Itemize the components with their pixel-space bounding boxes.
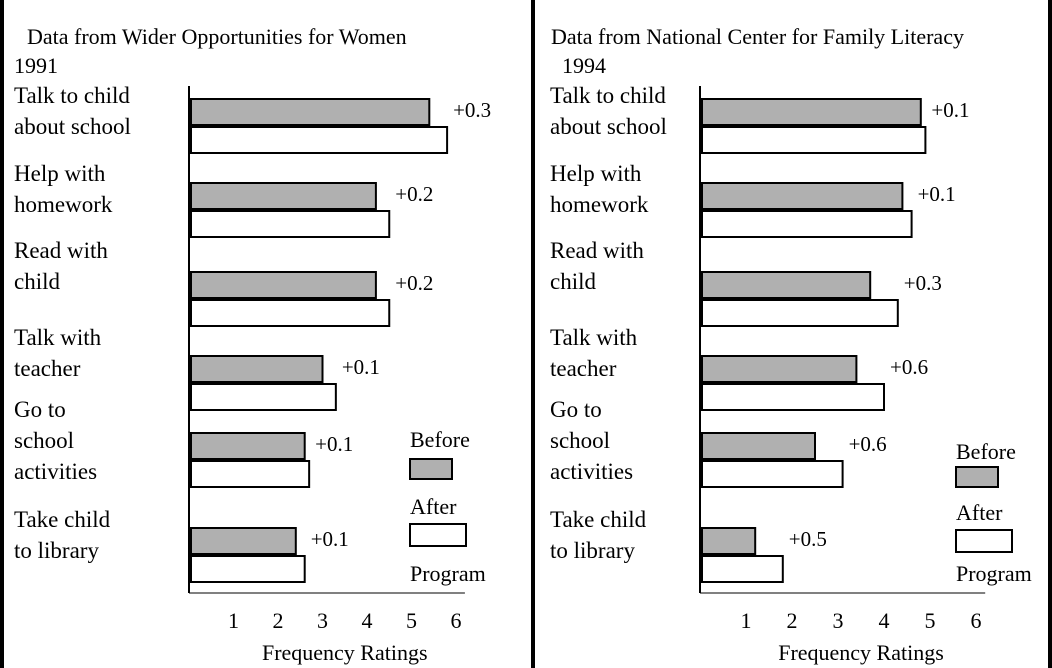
category-label: Take child bbox=[14, 507, 111, 532]
category-label: activities bbox=[14, 459, 97, 484]
change-annotation: +0.6 bbox=[890, 355, 928, 379]
chart-svg: Data from Wider Opportunities for Women 1… bbox=[14, 24, 491, 665]
x-tick-label: 1 bbox=[741, 608, 752, 633]
change-annotation: +0.3 bbox=[453, 98, 491, 122]
bar-after bbox=[190, 210, 391, 238]
bar-after bbox=[701, 126, 927, 154]
bar-after bbox=[701, 383, 885, 411]
legend-label-program: Program bbox=[410, 561, 486, 586]
change-annotation: +0.1 bbox=[918, 182, 956, 206]
change-annotation: +0.1 bbox=[315, 432, 353, 456]
bar-after bbox=[190, 555, 306, 583]
panel-border-right bbox=[1048, 0, 1052, 668]
bar-after bbox=[190, 299, 391, 327]
category-label: Go to bbox=[550, 397, 602, 422]
legend-label-after: After bbox=[410, 494, 457, 519]
x-tick-label: 3 bbox=[833, 608, 844, 633]
category-label: child bbox=[550, 269, 596, 294]
panel-divider bbox=[531, 0, 535, 668]
category-label: teacher bbox=[14, 356, 81, 381]
x-tick-label: 5 bbox=[406, 608, 417, 633]
bar-before bbox=[701, 98, 922, 126]
category-label: Talk to child bbox=[14, 83, 130, 108]
bar-after bbox=[190, 460, 311, 488]
bar-before bbox=[701, 432, 816, 460]
bar-before bbox=[190, 182, 377, 210]
bar-before bbox=[701, 271, 872, 299]
category-label: homework bbox=[550, 192, 649, 217]
legend-label-before: Before bbox=[410, 427, 470, 452]
bar-after bbox=[190, 383, 337, 411]
chart-panel-ncfl-1994: Data from National Center for Family Lit… bbox=[526, 0, 1052, 668]
category-label: Talk with bbox=[550, 325, 638, 350]
category-label: school bbox=[14, 428, 74, 453]
bar-after bbox=[701, 555, 784, 583]
bar-after bbox=[701, 460, 844, 488]
x-axis-label: Frequency Ratings bbox=[262, 640, 428, 665]
category-label: about school bbox=[550, 114, 667, 139]
legend-label-after: After bbox=[956, 500, 1003, 525]
legend-swatch-after bbox=[409, 523, 467, 547]
category-label: Help with bbox=[14, 161, 106, 186]
category-label: Help with bbox=[550, 161, 642, 186]
category-label: Take child bbox=[550, 507, 647, 532]
x-tick-label: 5 bbox=[925, 608, 936, 633]
x-tick-label: 6 bbox=[971, 608, 982, 633]
chart-title-line: 1991 bbox=[14, 53, 58, 78]
category-label: to library bbox=[550, 538, 635, 563]
change-annotation: +0.2 bbox=[395, 271, 433, 295]
category-label: Read with bbox=[14, 238, 108, 263]
bar-after bbox=[701, 299, 899, 327]
category-label: Read with bbox=[550, 238, 644, 263]
bar-after bbox=[701, 210, 913, 238]
legend-swatch-after bbox=[955, 529, 1013, 553]
x-tick-label: 6 bbox=[451, 608, 462, 633]
bar-before bbox=[190, 98, 431, 126]
x-tick-label: 2 bbox=[787, 608, 798, 633]
legend-label-before: Before bbox=[956, 439, 1016, 464]
change-annotation: +0.1 bbox=[311, 527, 349, 551]
bar-after bbox=[190, 126, 449, 154]
change-annotation: +0.6 bbox=[849, 432, 887, 456]
chart-title-line: 1994 bbox=[562, 53, 606, 78]
category-label: about school bbox=[14, 114, 131, 139]
x-tick-label: 1 bbox=[228, 608, 239, 633]
chart-title-line: Data from Wider Opportunities for Women bbox=[27, 24, 407, 49]
panel-border-left bbox=[0, 0, 4, 668]
x-tick-label: 4 bbox=[879, 608, 890, 633]
x-tick-label: 3 bbox=[317, 608, 328, 633]
category-label: teacher bbox=[550, 356, 617, 381]
chart-title-line: Data from National Center for Family Lit… bbox=[551, 24, 964, 49]
change-annotation: +0.1 bbox=[931, 98, 969, 122]
bar-before bbox=[190, 527, 297, 555]
legend-swatch-before bbox=[955, 466, 999, 488]
chart-panel-wow-1991: Data from Wider Opportunities for Women 1… bbox=[14, 24, 491, 665]
bar-before bbox=[190, 355, 324, 383]
bar-before bbox=[190, 432, 306, 460]
category-label: homework bbox=[14, 192, 113, 217]
category-label: Go to bbox=[14, 397, 66, 422]
x-tick-label: 2 bbox=[273, 608, 284, 633]
change-annotation: +0.2 bbox=[395, 182, 433, 206]
category-label: to library bbox=[14, 538, 99, 563]
legend-label-program: Program bbox=[956, 561, 1032, 586]
category-label: school bbox=[550, 428, 610, 453]
category-label: Talk with bbox=[14, 325, 102, 350]
change-annotation: +0.5 bbox=[789, 527, 827, 551]
bar-before bbox=[701, 527, 757, 555]
x-axis-label: Frequency Ratings bbox=[778, 640, 944, 665]
legend-swatch-before bbox=[409, 458, 453, 480]
bar-before bbox=[190, 271, 377, 299]
chart-svg: Data from National Center for Family Lit… bbox=[550, 24, 1032, 665]
bar-before bbox=[701, 355, 858, 383]
bar-before bbox=[701, 182, 904, 210]
category-label: Talk to child bbox=[550, 83, 666, 108]
change-annotation: +0.3 bbox=[904, 271, 942, 295]
category-label: child bbox=[14, 269, 60, 294]
category-label: activities bbox=[550, 459, 633, 484]
change-annotation: +0.1 bbox=[342, 355, 380, 379]
x-tick-label: 4 bbox=[362, 608, 373, 633]
